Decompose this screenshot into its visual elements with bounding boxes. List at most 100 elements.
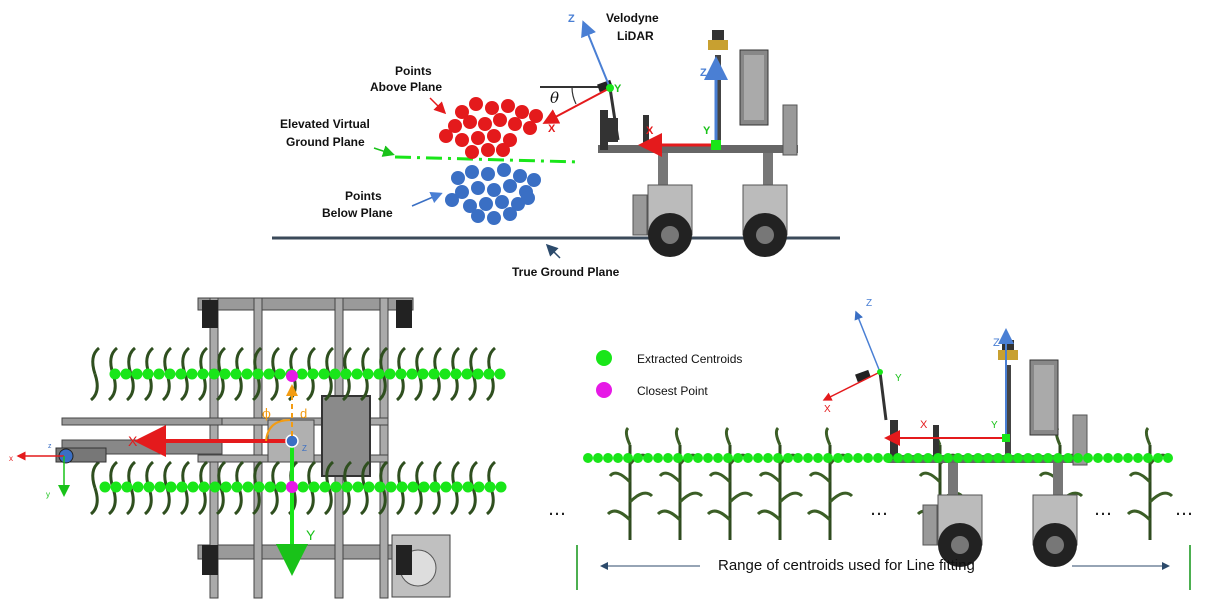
centroid <box>340 368 352 380</box>
leaf <box>323 487 333 516</box>
centroids-side-row <box>583 453 1173 463</box>
point-above <box>455 133 469 147</box>
legend-closest-label: Closest Point <box>637 384 708 398</box>
centroid <box>803 453 813 463</box>
points-above-label-2: Above Plane <box>370 80 442 94</box>
points-below-label-2: Below Plane <box>322 206 393 220</box>
centroid <box>450 368 462 380</box>
centroid <box>242 481 254 493</box>
corn-plant <box>606 426 654 542</box>
centroid <box>440 481 452 493</box>
elevated-plane-label-2: Ground Plane <box>286 135 365 149</box>
leaf <box>415 346 425 375</box>
lidar-x-label-right: X <box>824 404 831 415</box>
lidar-z-axis <box>581 20 611 89</box>
centroid <box>723 453 733 463</box>
leaf <box>469 346 479 375</box>
leaf <box>125 487 135 516</box>
wheel-bl <box>202 545 218 575</box>
centroid <box>484 481 496 493</box>
centroid <box>307 368 319 380</box>
centroid <box>1083 453 1093 463</box>
robot-y-label: Y <box>703 125 711 137</box>
centroid <box>121 481 133 493</box>
centroid <box>186 368 198 380</box>
centroids-row-bottom <box>99 481 507 493</box>
corn-plant <box>656 426 704 542</box>
centroid <box>1123 453 1133 463</box>
ellipsis-2: … <box>870 499 888 520</box>
bottom-left-panel: x y z X Y Z ϕ d <box>9 297 507 599</box>
centroid <box>773 453 783 463</box>
closest-point-top <box>286 370 298 382</box>
control-box <box>321 395 371 477</box>
leaf <box>359 487 369 516</box>
centroid <box>429 481 441 493</box>
lidar-y-label: Y <box>614 83 622 95</box>
leaf <box>217 460 227 489</box>
lidar-y-label-right: Y <box>895 373 902 384</box>
range-label: Range of centroids used for Line fitting <box>718 557 975 574</box>
point-above <box>523 121 537 135</box>
centroid <box>1133 453 1143 463</box>
centroid <box>131 368 143 380</box>
topview-origin <box>285 434 299 448</box>
centroid <box>275 481 287 493</box>
centroid <box>351 368 363 380</box>
point-below <box>521 191 535 205</box>
leaf <box>323 373 333 402</box>
centroid <box>252 368 264 380</box>
leaf <box>377 373 387 402</box>
centroid <box>396 481 408 493</box>
top-panel: True Ground Plane Elevated Virtual Groun… <box>272 11 840 279</box>
point-below <box>445 193 459 207</box>
point-below <box>497 163 511 177</box>
centroid <box>263 368 275 380</box>
theta-arc <box>571 86 577 105</box>
centroid <box>472 368 484 380</box>
velodyne-label-1: Velodyne <box>606 11 659 25</box>
leaf <box>217 346 227 375</box>
centroid <box>219 368 231 380</box>
centroid <box>153 368 165 380</box>
centroid <box>495 481 507 493</box>
lidar-origin <box>606 84 614 92</box>
centroid <box>623 453 633 463</box>
centroid <box>154 481 166 493</box>
elevated-plane-label-1: Elevated Virtual <box>280 117 370 131</box>
centroid <box>418 481 430 493</box>
centroid <box>132 481 144 493</box>
centroid <box>1143 453 1153 463</box>
centroid <box>1023 453 1033 463</box>
point-below <box>471 181 485 195</box>
centroid <box>241 368 253 380</box>
centroid <box>863 453 873 463</box>
corn-plant <box>706 426 754 542</box>
centroid <box>853 453 863 463</box>
leaf <box>89 373 99 402</box>
points-below-arrow <box>411 192 443 207</box>
centroid <box>883 453 893 463</box>
lidar-sensor-right <box>855 369 871 383</box>
point-above <box>481 143 495 157</box>
lidar-x-axis-right <box>822 371 881 401</box>
elevated-plane-arrow <box>373 145 395 157</box>
point-above <box>529 109 543 123</box>
centroid <box>330 481 342 493</box>
robot-z-label: Z <box>700 67 707 79</box>
centroid <box>462 481 474 493</box>
wheel-tr <box>396 300 412 328</box>
centroid <box>1093 453 1103 463</box>
centroid <box>933 453 943 463</box>
true-ground-label: True Ground Plane <box>512 265 620 279</box>
point-below <box>513 169 527 183</box>
topview-z-label: Z <box>302 444 307 453</box>
point-below <box>503 179 517 193</box>
centroids-row-top <box>109 368 506 380</box>
point-below <box>495 195 509 209</box>
centroid <box>198 481 210 493</box>
centroid <box>406 368 418 380</box>
centroid <box>653 453 663 463</box>
point-above <box>469 97 483 111</box>
frame-left-rail-2 <box>253 297 263 599</box>
